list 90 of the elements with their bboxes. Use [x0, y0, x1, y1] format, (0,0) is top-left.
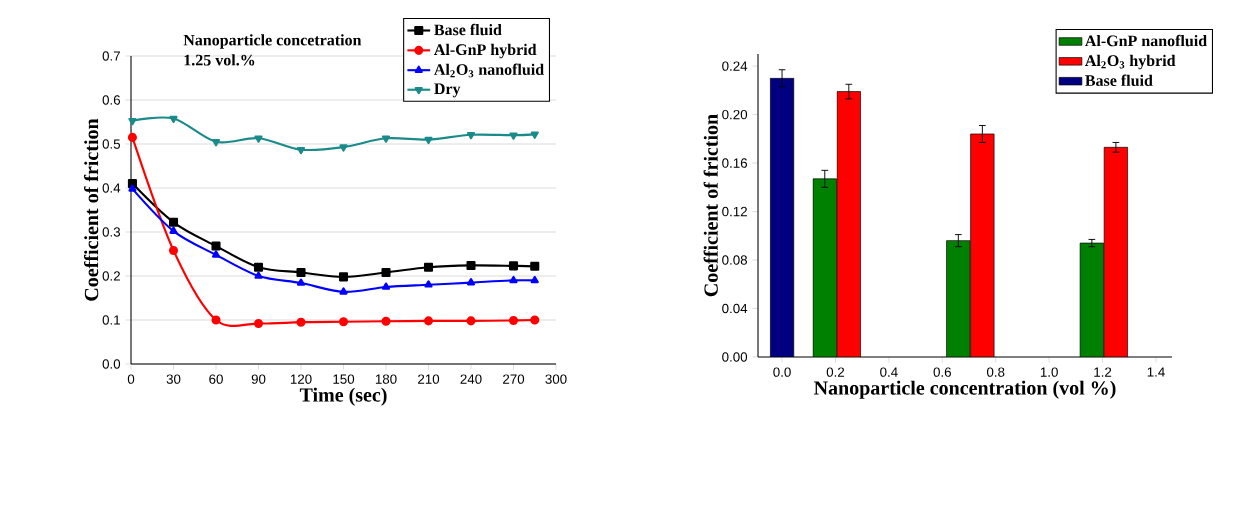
- point: [296, 267, 306, 278]
- point: [254, 271, 263, 279]
- legend-label: Al$_{2}$O$_{3}$ hybrid: [1085, 54, 1176, 70]
- y-tick-label: 0.1: [102, 315, 120, 325]
- y-tick-label: 0.20: [722, 109, 748, 120]
- point: [381, 267, 391, 278]
- point: [128, 184, 137, 192]
- legend-label: Al-GnP hybrid: [434, 43, 537, 59]
- x-axis-title: Nanoparticle concentration (vol %): [814, 380, 1116, 399]
- legend-label: Dry: [434, 83, 461, 98]
- text: Nanoparticle concetration: [183, 34, 362, 49]
- legend-label: Base fluid: [434, 23, 502, 36]
- y-tick-label: 0.24: [722, 61, 748, 71]
- point: [509, 132, 518, 140]
- point: [508, 261, 519, 271]
- y-tick-label: 0.4: [102, 183, 121, 193]
- x-tick-label: 0.2: [826, 367, 845, 377]
- point: [128, 117, 137, 126]
- point: [296, 278, 306, 286]
- annotation: 1.25 vol.%: [184, 54, 255, 66]
- x-tick-label: 0.0: [773, 367, 791, 377]
- y-tick-label: 0.6: [102, 95, 121, 105]
- point: [168, 245, 179, 256]
- point: [211, 250, 221, 258]
- point: [211, 315, 221, 325]
- point: [253, 262, 264, 272]
- x-tick-label: 0: [127, 374, 135, 384]
- x-tick-label: 90: [251, 374, 266, 384]
- point: [169, 115, 178, 124]
- x-tick-label: 270: [503, 374, 525, 384]
- point: [381, 135, 391, 143]
- point: [211, 241, 221, 251]
- point: [466, 260, 476, 270]
- y-tick-label: 0.04: [722, 303, 748, 314]
- point: [466, 278, 476, 286]
- x-tick-label: 1.2: [1094, 367, 1112, 377]
- point: [296, 146, 306, 155]
- y-tick-label: 0.08: [722, 255, 748, 265]
- legend-label: Base fluid: [1085, 74, 1153, 87]
- x-tick-label: 300: [545, 374, 567, 384]
- point: [338, 272, 349, 282]
- point: [211, 139, 221, 147]
- point: [530, 131, 539, 139]
- x-tick-label: 120: [290, 374, 312, 384]
- point: [508, 315, 519, 325]
- x-tick-label: 240: [460, 374, 482, 384]
- y-tick-label: 0.3: [102, 227, 121, 237]
- point: [168, 217, 179, 227]
- point: [339, 144, 348, 152]
- x-tick-label: 30: [166, 374, 181, 384]
- y-tick-label: 0.5: [102, 139, 121, 149]
- y-tick-label: 0.7: [102, 51, 120, 61]
- point: [253, 318, 264, 329]
- legend-label: Al$_{2}$O$_{3}$ nanofluid: [434, 63, 544, 78]
- point: [424, 136, 433, 145]
- point: [530, 315, 540, 325]
- x-axis-title: Time (sec): [299, 387, 387, 406]
- point: [338, 317, 349, 327]
- x-tick-label: 210: [418, 374, 440, 384]
- y-axis-title: Coefficient of friction: [83, 118, 99, 301]
- point: [254, 135, 263, 143]
- point: [339, 287, 348, 295]
- y-tick-label: 0.12: [722, 206, 747, 217]
- point: [296, 317, 306, 327]
- point: [381, 282, 391, 290]
- point: [423, 262, 434, 272]
- x-tick-label: 180: [375, 374, 397, 384]
- y-tick-label: 0.16: [722, 158, 748, 168]
- point: [169, 226, 178, 234]
- point: [381, 316, 391, 326]
- y-tick-label: 0.2: [102, 271, 120, 281]
- x-tick-label: 1.4: [1147, 367, 1165, 377]
- x-tick-label: 0.8: [986, 367, 1005, 377]
- point: [530, 261, 540, 271]
- point: [466, 131, 476, 140]
- point: [530, 275, 539, 284]
- x-tick-label: 0.6: [933, 367, 951, 377]
- point: [127, 132, 137, 142]
- x-tick-label: 0.4: [880, 367, 898, 377]
- point: [424, 280, 433, 288]
- x-tick-label: 60: [209, 374, 223, 384]
- point: [466, 316, 476, 326]
- y-tick-label: 0.0: [102, 359, 121, 369]
- y-axis-title: Coefficient of friction: [703, 114, 718, 297]
- legend-label: Al-GnP nanofluid: [1085, 34, 1207, 47]
- y-tick-label: 0.00: [722, 352, 748, 362]
- point: [509, 275, 518, 284]
- x-tick-label: 1.0: [1040, 367, 1058, 377]
- point: [423, 316, 434, 326]
- x-tick-label: 150: [333, 374, 355, 384]
